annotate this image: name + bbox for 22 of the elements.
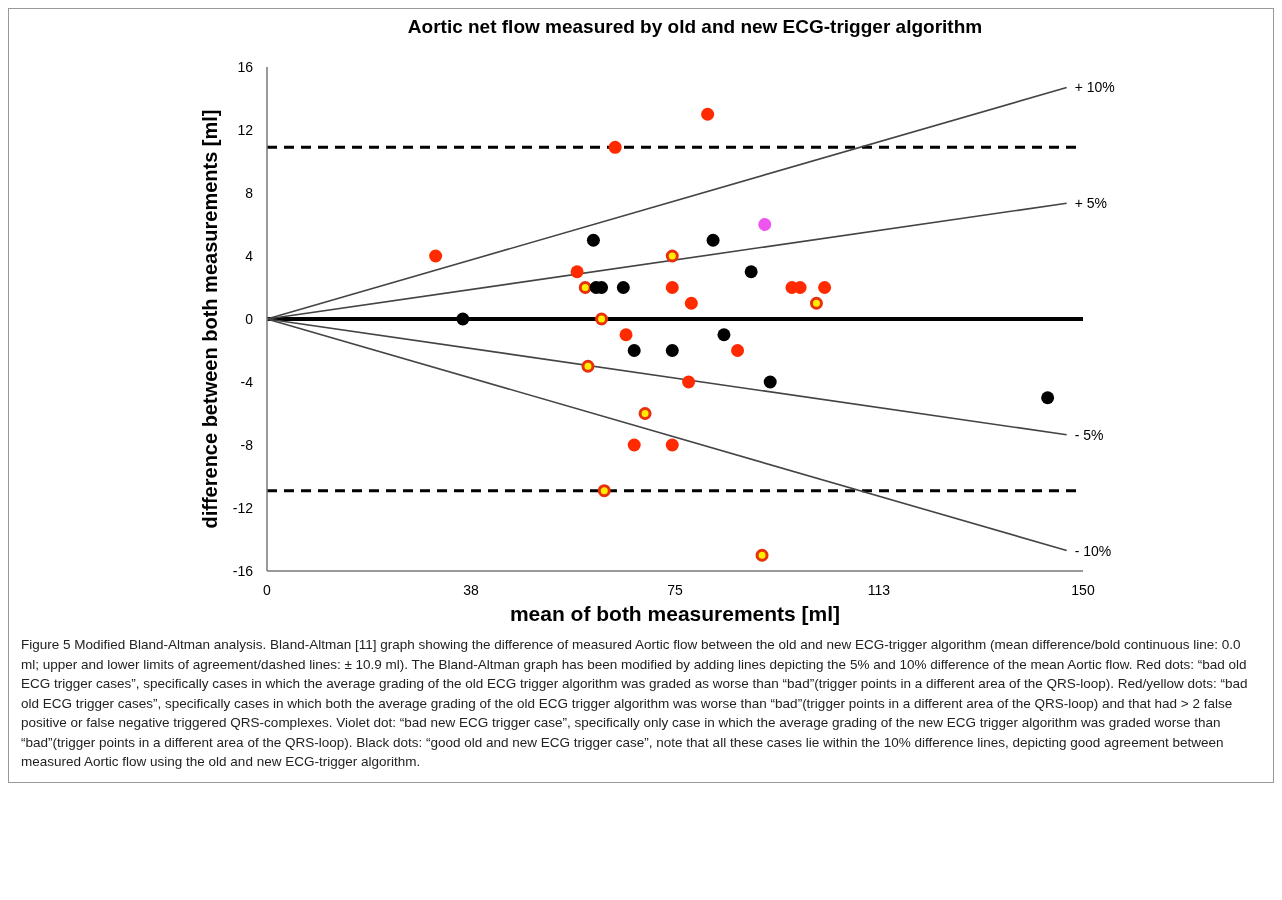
y-tick-label: -16	[232, 563, 254, 579]
series-label: - 10%	[1074, 542, 1112, 559]
y-tick-label: -4	[240, 374, 254, 390]
chart-title: Aortic net flow measured by old and new ECG-trigger algorithm	[407, 16, 983, 37]
x-tick-label: 75	[667, 582, 683, 598]
series-label: - 5%	[1074, 426, 1104, 443]
caption: Figure 5 Modified Bland-Altman analysis. Bland-Altman [11] graph showing the difference of measured Aortic flow between the old and new ECG-trigger algorithm (mean difference/bold continuous line: 0.0 ml; upper and lower limits of agreement/dashed lines: ± 10.9 ml). The Bland-Altman graph has been modified by adding lines depicting the 5% and 10% difference of the mean Aortic flow. Red dots: “bad old ECG trigger cases”, specifically cases in which the average grading of the old ECG trigger algorithm was graded as worse than “bad”(trigger points in a different area of the QRS-loop). Red/yellow dots: “bad old ECG trigger cases”, specifically cases in which both the average grading of the old ECG trigger algorithm was worse than “bad”(trigger points in a different area of the QRS-loop) and that had > 2 false positive or false negative triggered QRS-complexes. Violet dot: “bad new ECG trigger case”, specifically only case in which the average grading of the new ECG trigger algorithm was graded worse than “bad”(trigger points in a different area of the QRS-loop). Black dots: “good old and new ECG trigger case”, note that all these cases lie within the 10% difference lines, depicting good agreement between measured Aortic flow using the old and new ECG-trigger algorithm.	[21, 636, 1249, 772]
y-tick-label: 8	[245, 185, 254, 201]
y-tick-label: -8	[240, 437, 254, 453]
y-tick-label: 12	[237, 122, 254, 138]
x-tick-label: 150	[1071, 582, 1095, 598]
series-label: + 5%	[1074, 195, 1107, 212]
x-tick-label: 113	[867, 582, 891, 598]
x-tick-label: 38	[463, 582, 479, 598]
y-axis-title: difference between both measurements [ml]	[199, 109, 221, 529]
y-tick-label: 16	[237, 59, 254, 75]
series-label: + 10%	[1074, 79, 1115, 96]
x-axis-title: mean of both measurements [ml]	[509, 602, 841, 625]
y-tick-label: 4	[245, 248, 254, 264]
y-tick-label: 0	[245, 311, 254, 327]
x-tick-label: 0	[263, 582, 272, 598]
y-tick-label: -12	[232, 500, 254, 516]
